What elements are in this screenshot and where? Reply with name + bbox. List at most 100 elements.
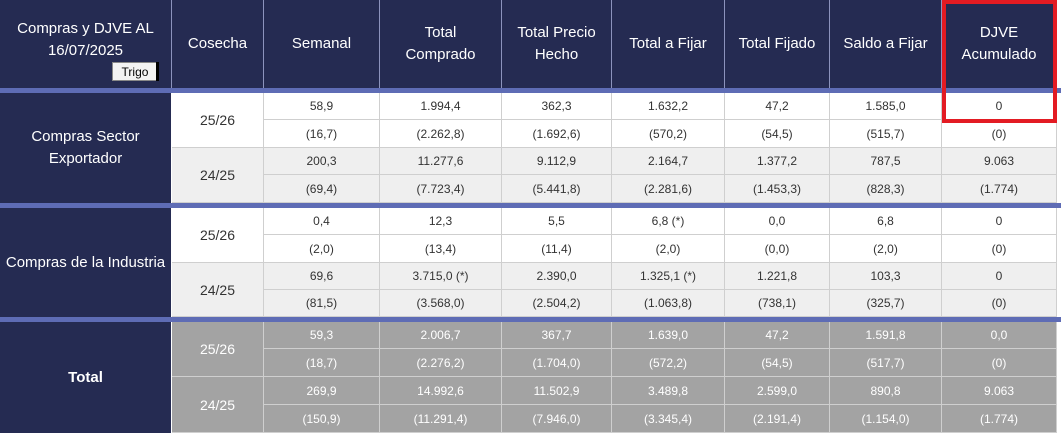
col-header-label: Total Precio Hecho — [517, 24, 596, 63]
change-cell: (2.504,2) — [502, 290, 612, 317]
col-header-djve-acumulado: DJVE Acumulado — [942, 0, 1057, 88]
cosecha-cell: 25/26 — [172, 93, 264, 148]
change-cell: (16,7) — [264, 120, 380, 148]
cosecha-cell: 25/26 — [172, 322, 264, 377]
value-cell: 362,3 — [502, 93, 612, 120]
col-header-total-comprado: Total Comprado — [380, 0, 502, 88]
value-cell: 3.715,0 (*) — [380, 263, 502, 290]
value-cell: 200,3 — [264, 148, 380, 175]
section-separator — [0, 203, 1061, 208]
value-cell: 2.390,0 — [502, 263, 612, 290]
value-cell: 47,2 — [725, 322, 830, 349]
change-cell: (1.063,8) — [612, 290, 725, 317]
change-cell: (3.568,0) — [380, 290, 502, 317]
value-cell: 0 — [942, 208, 1057, 235]
change-cell: (515,7) — [830, 120, 942, 148]
value-cell: 0,0 — [725, 208, 830, 235]
value-cell: 6,8 (*) — [612, 208, 725, 235]
group-label-industria: Compras de la Industria — [0, 208, 172, 317]
change-cell: (81,5) — [264, 290, 380, 317]
group-label-exportador: Compras Sector Exportador — [0, 93, 172, 203]
change-cell: (0) — [942, 290, 1057, 317]
change-cell: (0,0) — [725, 235, 830, 263]
change-cell: (54,5) — [725, 120, 830, 148]
value-cell: 1.325,1 (*) — [612, 263, 725, 290]
value-cell: 2.599,0 — [725, 377, 830, 405]
change-cell: (54,5) — [725, 349, 830, 377]
change-cell: (570,2) — [612, 120, 725, 148]
value-cell: 1.221,8 — [725, 263, 830, 290]
change-cell: (1.774) — [942, 405, 1057, 433]
change-cell: (2,0) — [264, 235, 380, 263]
cosecha-cell: 25/26 — [172, 208, 264, 263]
change-cell: (2.276,2) — [380, 349, 502, 377]
value-cell: 9.063 — [942, 148, 1057, 175]
value-cell: 69,6 — [264, 263, 380, 290]
cosecha-cell: 24/25 — [172, 377, 264, 433]
value-cell: 11.277,6 — [380, 148, 502, 175]
value-cell: 47,2 — [725, 93, 830, 120]
value-cell: 59,3 — [264, 322, 380, 349]
change-cell: (2.262,8) — [380, 120, 502, 148]
change-cell: (572,2) — [612, 349, 725, 377]
change-cell: (69,4) — [264, 175, 380, 203]
value-cell: 787,5 — [830, 148, 942, 175]
value-cell: 1.632,2 — [612, 93, 725, 120]
grain-select[interactable]: Trigo — [112, 62, 158, 81]
value-cell: 0 — [942, 263, 1057, 290]
value-cell: 1.585,0 — [830, 93, 942, 120]
col-header-total-fijado: Total Fijado — [725, 0, 830, 88]
value-cell: 1.377,2 — [725, 148, 830, 175]
value-cell: 5,5 — [502, 208, 612, 235]
value-cell: 58,9 — [264, 93, 380, 120]
change-cell: (11.291,4) — [380, 405, 502, 433]
change-cell: (2,0) — [612, 235, 725, 263]
change-cell: (1.692,6) — [502, 120, 612, 148]
change-cell: (0) — [942, 349, 1057, 377]
cosecha-cell: 24/25 — [172, 148, 264, 203]
change-cell: (517,7) — [830, 349, 942, 377]
select-edge — [156, 62, 159, 81]
djve-highlight-box — [942, 0, 1057, 123]
section-separator — [0, 317, 1061, 322]
value-cell: 1.994,4 — [380, 93, 502, 120]
col-header-cosecha: Cosecha — [172, 0, 264, 88]
value-cell: 269,9 — [264, 377, 380, 405]
change-cell: (13,4) — [380, 235, 502, 263]
change-cell: (0) — [942, 235, 1057, 263]
group-label-text: Compras Sector Exportador — [31, 128, 140, 167]
change-cell: (7.946,0) — [502, 405, 612, 433]
change-cell: (1.154,0) — [830, 405, 942, 433]
change-cell: (7.723,4) — [380, 175, 502, 203]
col-header-label: Total Comprado — [405, 24, 476, 63]
value-cell: 14.992,6 — [380, 377, 502, 405]
cosecha-cell: 24/25 — [172, 263, 264, 317]
change-cell: (2.281,6) — [612, 175, 725, 203]
value-cell: 0,4 — [264, 208, 380, 235]
change-cell: (3.345,4) — [612, 405, 725, 433]
table-title-cell: Compras y DJVE AL 16/07/2025 — [0, 0, 172, 88]
change-cell: (18,7) — [264, 349, 380, 377]
value-cell: 2.164,7 — [612, 148, 725, 175]
change-cell: (5.441,8) — [502, 175, 612, 203]
group-label-text: Compras de la Industria — [5, 253, 166, 271]
change-cell: (1.704,0) — [502, 349, 612, 377]
col-header-label: DJVE Acumulado — [961, 24, 1037, 63]
change-cell: (325,7) — [830, 290, 942, 317]
value-cell: 9.063 — [942, 377, 1057, 405]
value-cell: 367,7 — [502, 322, 612, 349]
value-cell: 3.489,8 — [612, 377, 725, 405]
col-header-total-a-fijar: Total a Fijar — [612, 0, 725, 88]
value-cell: 1.639,0 — [612, 322, 725, 349]
change-cell: (2,0) — [830, 235, 942, 263]
value-cell: 12,3 — [380, 208, 502, 235]
change-cell: (11,4) — [502, 235, 612, 263]
change-cell: (828,3) — [830, 175, 942, 203]
col-header-total-precio-hecho: Total Precio Hecho — [502, 0, 612, 88]
value-cell: 103,3 — [830, 263, 942, 290]
section-separator — [0, 88, 1061, 93]
value-cell: 0,0 — [942, 322, 1057, 349]
change-cell: (1.453,3) — [725, 175, 830, 203]
value-cell: 1.591,8 — [830, 322, 942, 349]
col-header-semanal: Semanal — [264, 0, 380, 88]
